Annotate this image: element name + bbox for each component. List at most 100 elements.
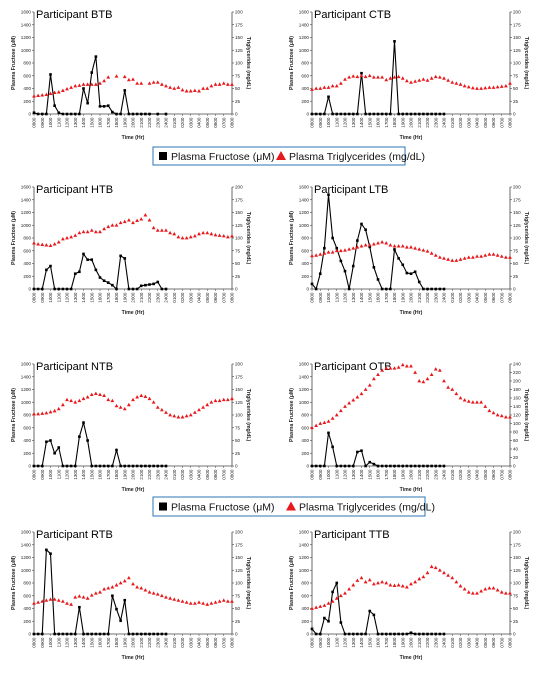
triglyceride-point <box>98 229 102 234</box>
left-tick-label: 400 <box>23 438 31 443</box>
legend-fructose-marker <box>159 502 167 511</box>
triglyceride-point <box>151 225 156 230</box>
x-tick-label: 0200 <box>180 469 185 480</box>
left-tick-label: 1600 <box>299 10 310 15</box>
fructose-point <box>40 464 44 468</box>
fructose-point <box>65 287 69 291</box>
fructose-point <box>45 548 48 552</box>
triglyceride-point <box>168 413 173 417</box>
triglyceride-point <box>458 396 463 400</box>
triglyceride-point <box>446 78 451 82</box>
fructose-point <box>164 632 168 636</box>
x-tick-label: 1200 <box>65 637 70 648</box>
triglyceride-point <box>363 579 368 584</box>
triglyceride-point <box>52 242 57 246</box>
triglyceride-point <box>376 75 380 79</box>
x-tick-label: 2000 <box>131 469 136 480</box>
triglyceride-point <box>330 416 335 420</box>
fructose-point <box>123 257 127 260</box>
fructose-point <box>318 272 322 275</box>
left-tick-label: 1600 <box>21 530 32 535</box>
left-tick-label: 200 <box>23 274 31 279</box>
triglyceride-point <box>470 255 475 259</box>
fructose-point <box>36 287 40 291</box>
left-tick-label: 1200 <box>21 35 32 40</box>
triglyceride-point <box>409 80 413 84</box>
x-tick-label: 0400 <box>475 117 480 128</box>
fructose-point <box>397 257 400 260</box>
x-tick-label: 1900 <box>122 637 127 648</box>
triglyceride-point <box>217 398 222 403</box>
fructose-point <box>90 464 94 468</box>
fructose-point <box>73 112 77 116</box>
triglyceride-point <box>147 396 152 401</box>
left-tick-label: 0 <box>306 112 309 117</box>
triglyceride-point <box>384 77 389 82</box>
fructose-point <box>356 112 359 116</box>
triglyceride-point <box>417 247 422 251</box>
x-tick-label: 0800 <box>508 292 513 303</box>
x-tick-label: 1800 <box>114 117 119 128</box>
triglyceride-point <box>475 254 479 258</box>
fructose-point <box>45 112 48 116</box>
triglyceride-point <box>69 398 74 403</box>
right-axis-label: Triglycerides (mg/dL) <box>523 557 529 610</box>
triglyceride-point <box>466 255 471 259</box>
triglyceride-point <box>450 387 455 391</box>
x-tick-label: 0300 <box>188 469 193 480</box>
chart-title: Participant OTB <box>314 361 392 373</box>
x-tick-label: 2300 <box>155 637 160 648</box>
fructose-point <box>397 112 400 116</box>
fructose-point <box>331 445 334 449</box>
triglyceride-point <box>217 233 222 237</box>
x-tick-label: 0500 <box>483 469 488 480</box>
left-tick-label: 1000 <box>21 568 32 573</box>
triglyceride-point <box>102 393 107 398</box>
triglyceride-point <box>89 228 94 232</box>
triglyceride-point <box>404 78 409 83</box>
fructose-point <box>339 259 343 263</box>
fructose-point <box>442 287 446 291</box>
fructose-point <box>405 112 409 116</box>
right-tick-label: 100 <box>513 421 521 426</box>
x-tick-label: 0400 <box>475 292 480 303</box>
triglyceride-point <box>147 590 152 594</box>
triglyceride-point <box>147 81 152 85</box>
x-tick-label: 0100 <box>172 637 177 648</box>
triglyceride-point <box>230 599 234 603</box>
triglyceride-point <box>205 86 210 90</box>
fructose-point <box>111 110 114 114</box>
triglyceride-point <box>159 82 164 86</box>
fructose-point <box>164 287 168 291</box>
fructose-point <box>438 464 442 468</box>
x-tick-label: 1600 <box>98 637 103 648</box>
triglyceride-point <box>503 83 508 88</box>
x-tick-label: 1700 <box>384 637 389 648</box>
triglyceride-point <box>404 364 409 368</box>
triglyceride-point <box>376 372 380 377</box>
fructose-point <box>36 464 40 468</box>
left-tick-label: 1000 <box>21 223 32 228</box>
x-tick-label: 1400 <box>359 117 364 128</box>
fructose-point <box>78 270 81 274</box>
x-tick-label: 1900 <box>400 117 405 128</box>
right-tick-label: 0 <box>513 632 516 637</box>
fructose-point <box>111 594 114 598</box>
fructose-point <box>148 112 151 116</box>
triglyceride-point <box>85 596 90 600</box>
x-tick-label: 2200 <box>147 637 152 648</box>
x-tick-label: 0800 <box>310 637 315 648</box>
fructose-point <box>310 112 314 116</box>
chart-panel: Participant OTB0200400600800100012001400… <box>289 361 529 493</box>
triglyceride-point <box>81 595 86 599</box>
x-tick-label: 0500 <box>205 292 210 303</box>
left-tick-label: 200 <box>301 619 309 624</box>
triglyceride-point <box>197 600 201 604</box>
chart-panel: Participant HTB0200400600800100012001400… <box>11 184 251 316</box>
triglyceride-point <box>409 364 413 368</box>
triglyceride-point <box>164 228 168 232</box>
x-tick-label: 1100 <box>334 469 339 479</box>
triglyceride-point <box>392 75 397 79</box>
fructose-point <box>36 632 40 636</box>
fructose-point <box>152 282 155 286</box>
